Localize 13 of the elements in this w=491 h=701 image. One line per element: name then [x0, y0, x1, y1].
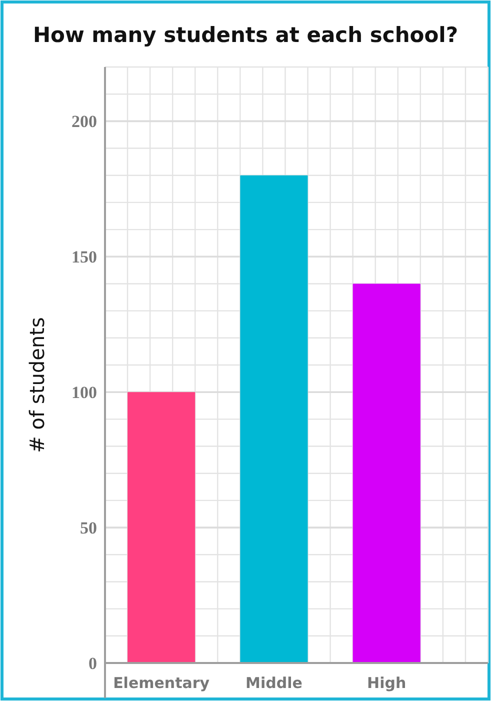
y-tick-label: 150 [72, 248, 97, 267]
bar [128, 392, 196, 663]
x-tick-label: High [367, 674, 406, 692]
x-tick-label: Middle [246, 674, 302, 692]
y-tick-label: 50 [80, 518, 97, 538]
bar [352, 284, 420, 663]
y-tick-label: 100 [72, 383, 97, 402]
y-tick-label: 200 [72, 112, 97, 132]
x-tick-label: Elementary [113, 674, 210, 692]
bar [240, 175, 308, 663]
chart-title: How many students at each school? [32, 23, 458, 47]
y-axis-title: # of students [25, 317, 49, 453]
y-tick-label: 0 [88, 654, 97, 673]
